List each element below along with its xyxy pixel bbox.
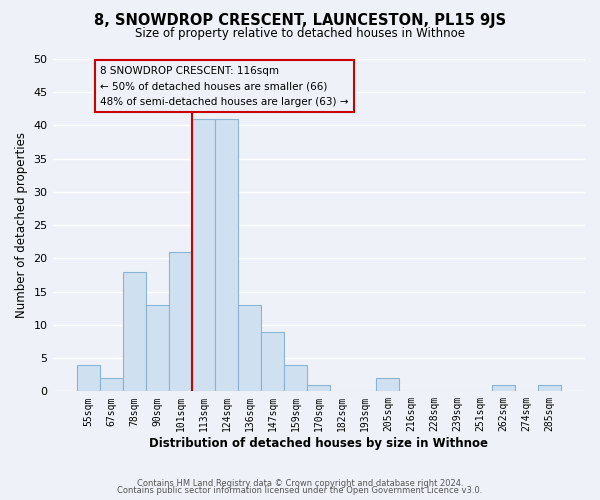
X-axis label: Distribution of detached houses by size in Withnoe: Distribution of detached houses by size …	[149, 437, 488, 450]
Bar	[146, 305, 169, 392]
Text: Contains public sector information licensed under the Open Government Licence v3: Contains public sector information licen…	[118, 486, 482, 495]
Text: Contains HM Land Registry data © Crown copyright and database right 2024.: Contains HM Land Registry data © Crown c…	[137, 478, 463, 488]
Bar	[123, 272, 146, 392]
Bar	[169, 252, 192, 392]
Bar	[238, 305, 261, 392]
Bar	[192, 119, 215, 392]
Bar	[376, 378, 400, 392]
Text: 8 SNOWDROP CRESCENT: 116sqm
← 50% of detached houses are smaller (66)
48% of sem: 8 SNOWDROP CRESCENT: 116sqm ← 50% of det…	[100, 66, 348, 107]
Text: 8, SNOWDROP CRESCENT, LAUNCESTON, PL15 9JS: 8, SNOWDROP CRESCENT, LAUNCESTON, PL15 9…	[94, 12, 506, 28]
Y-axis label: Number of detached properties: Number of detached properties	[15, 132, 28, 318]
Bar	[284, 364, 307, 392]
Text: Size of property relative to detached houses in Withnoe: Size of property relative to detached ho…	[135, 28, 465, 40]
Bar	[491, 384, 515, 392]
Bar	[77, 364, 100, 392]
Bar	[307, 384, 330, 392]
Bar	[215, 119, 238, 392]
Bar	[100, 378, 123, 392]
Bar	[538, 384, 561, 392]
Bar	[261, 332, 284, 392]
